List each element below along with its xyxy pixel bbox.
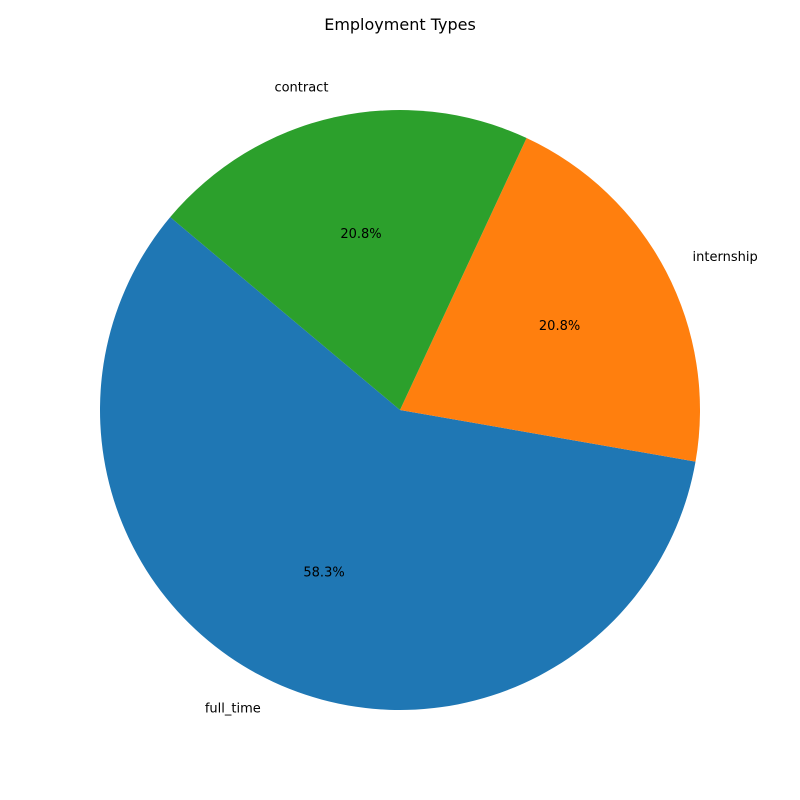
slice-percent-internship: 20.8% <box>539 319 580 334</box>
slice-percent-contract: 20.8% <box>340 227 381 242</box>
pie-slice-internship <box>400 138 700 462</box>
slice-label-internship: internship <box>693 250 758 265</box>
slice-label-full-time: full_time <box>205 702 261 717</box>
pie-labels: full_time 58.3% internship 20.8% contract 20.… <box>205 80 758 716</box>
chart-title: Employment Types <box>324 15 476 34</box>
pie-slices <box>100 110 700 710</box>
pie-slice-contract <box>170 110 527 411</box>
slice-percent-full-time: 58.3% <box>303 566 344 581</box>
slice-label-contract: contract <box>274 80 328 95</box>
pie-slice-full-time <box>100 217 696 710</box>
